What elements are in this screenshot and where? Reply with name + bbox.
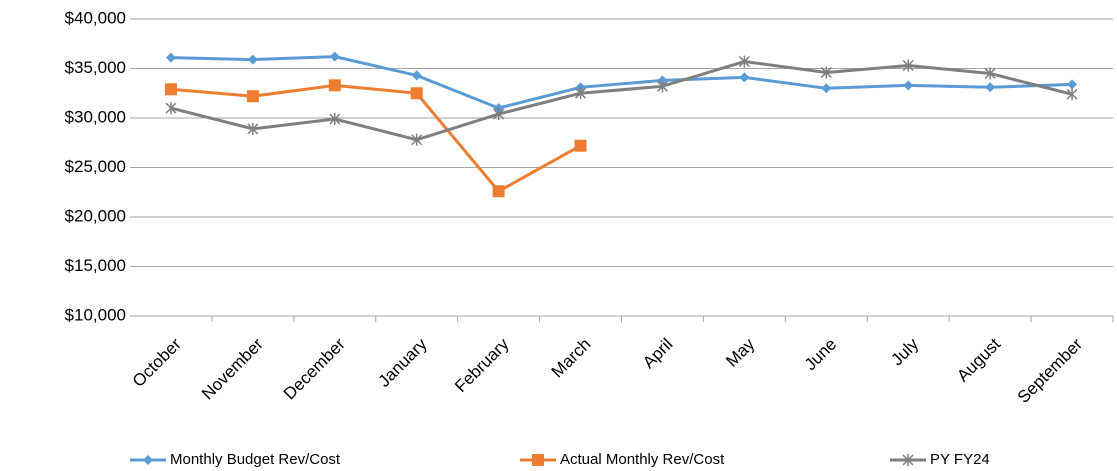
x-tick-label: June [801, 335, 841, 375]
marker [411, 133, 423, 146]
series-line [170, 60, 1073, 142]
x-tick-label: November [198, 334, 267, 403]
marker [493, 108, 505, 121]
marker [902, 454, 914, 466]
series-line [170, 83, 582, 194]
marker [903, 80, 914, 91]
marker [984, 67, 996, 80]
marker [1066, 88, 1078, 101]
marker [329, 51, 340, 62]
legend-label: Actual Monthly Rev/Cost [560, 451, 725, 468]
marker [739, 72, 750, 83]
marker [165, 102, 177, 115]
x-tick-label: May [722, 334, 758, 370]
marker [329, 112, 341, 125]
marker [1067, 79, 1078, 90]
marker [164, 83, 177, 96]
marker [902, 59, 914, 72]
marker [410, 87, 423, 100]
marker [574, 139, 587, 152]
marker [328, 79, 341, 92]
x-tick-label: August [953, 334, 1004, 385]
marker [575, 87, 587, 100]
x-tick-label: January [375, 334, 432, 391]
y-tick-label: $20,000 [65, 206, 126, 225]
x-tick-label: July [887, 334, 922, 369]
y-tick-label: $15,000 [65, 256, 126, 275]
marker [165, 52, 176, 63]
marker [532, 454, 544, 466]
x-tick-label: April [639, 335, 676, 372]
legend-label: PY FY24 [930, 451, 990, 468]
marker [492, 185, 505, 198]
x-tick-label: October [129, 334, 185, 390]
marker [985, 82, 996, 93]
marker [820, 66, 832, 79]
x-tick-label: March [548, 335, 595, 382]
y-tick-label: $10,000 [65, 305, 126, 324]
y-tick-label: $35,000 [65, 58, 126, 77]
marker [656, 80, 668, 93]
legend-label: Monthly Budget Rev/Cost [170, 451, 341, 468]
x-tick-label: December [280, 334, 349, 403]
series-line [170, 55, 1073, 110]
marker [411, 70, 422, 81]
y-tick-label: $25,000 [65, 157, 126, 176]
x-tick-label: February [451, 334, 513, 396]
x-tick-label: September [1014, 334, 1086, 406]
marker [247, 122, 259, 135]
y-tick-label: $40,000 [65, 8, 126, 27]
marker [246, 90, 259, 103]
marker [247, 54, 258, 65]
marker [821, 83, 832, 94]
marker [738, 55, 750, 68]
marker [143, 455, 153, 465]
y-tick-label: $30,000 [65, 107, 126, 126]
